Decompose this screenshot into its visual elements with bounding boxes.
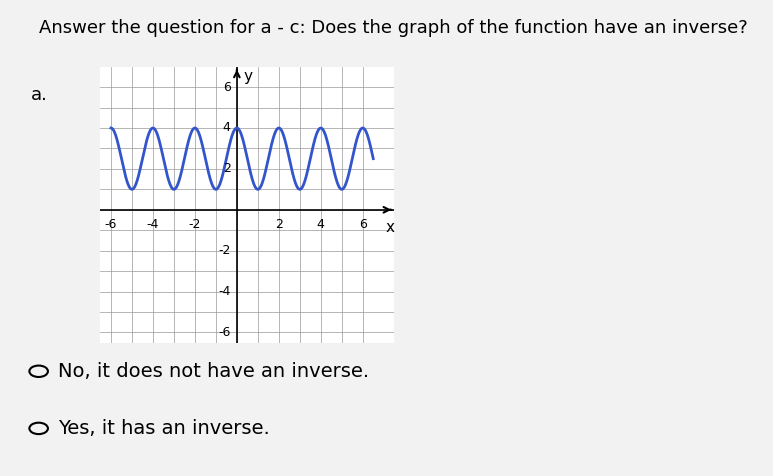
Text: -2: -2	[218, 244, 230, 257]
Text: 2: 2	[275, 218, 283, 231]
Text: Yes, it has an inverse.: Yes, it has an inverse.	[58, 419, 270, 438]
Text: Answer the question for a - c: Does the graph of the function have an inverse?: Answer the question for a - c: Does the …	[39, 19, 747, 37]
Text: -6: -6	[105, 218, 117, 231]
Text: -4: -4	[218, 285, 230, 298]
Text: 2: 2	[223, 162, 230, 175]
Text: No, it does not have an inverse.: No, it does not have an inverse.	[58, 362, 369, 381]
Text: x: x	[386, 220, 394, 235]
Text: a.: a.	[31, 86, 48, 104]
Text: -2: -2	[189, 218, 201, 231]
Text: -4: -4	[147, 218, 159, 231]
Text: 6: 6	[359, 218, 366, 231]
Text: y: y	[243, 69, 252, 84]
Text: 4: 4	[223, 121, 230, 135]
Text: 4: 4	[317, 218, 325, 231]
Text: 6: 6	[223, 80, 230, 94]
Text: -6: -6	[218, 326, 230, 339]
